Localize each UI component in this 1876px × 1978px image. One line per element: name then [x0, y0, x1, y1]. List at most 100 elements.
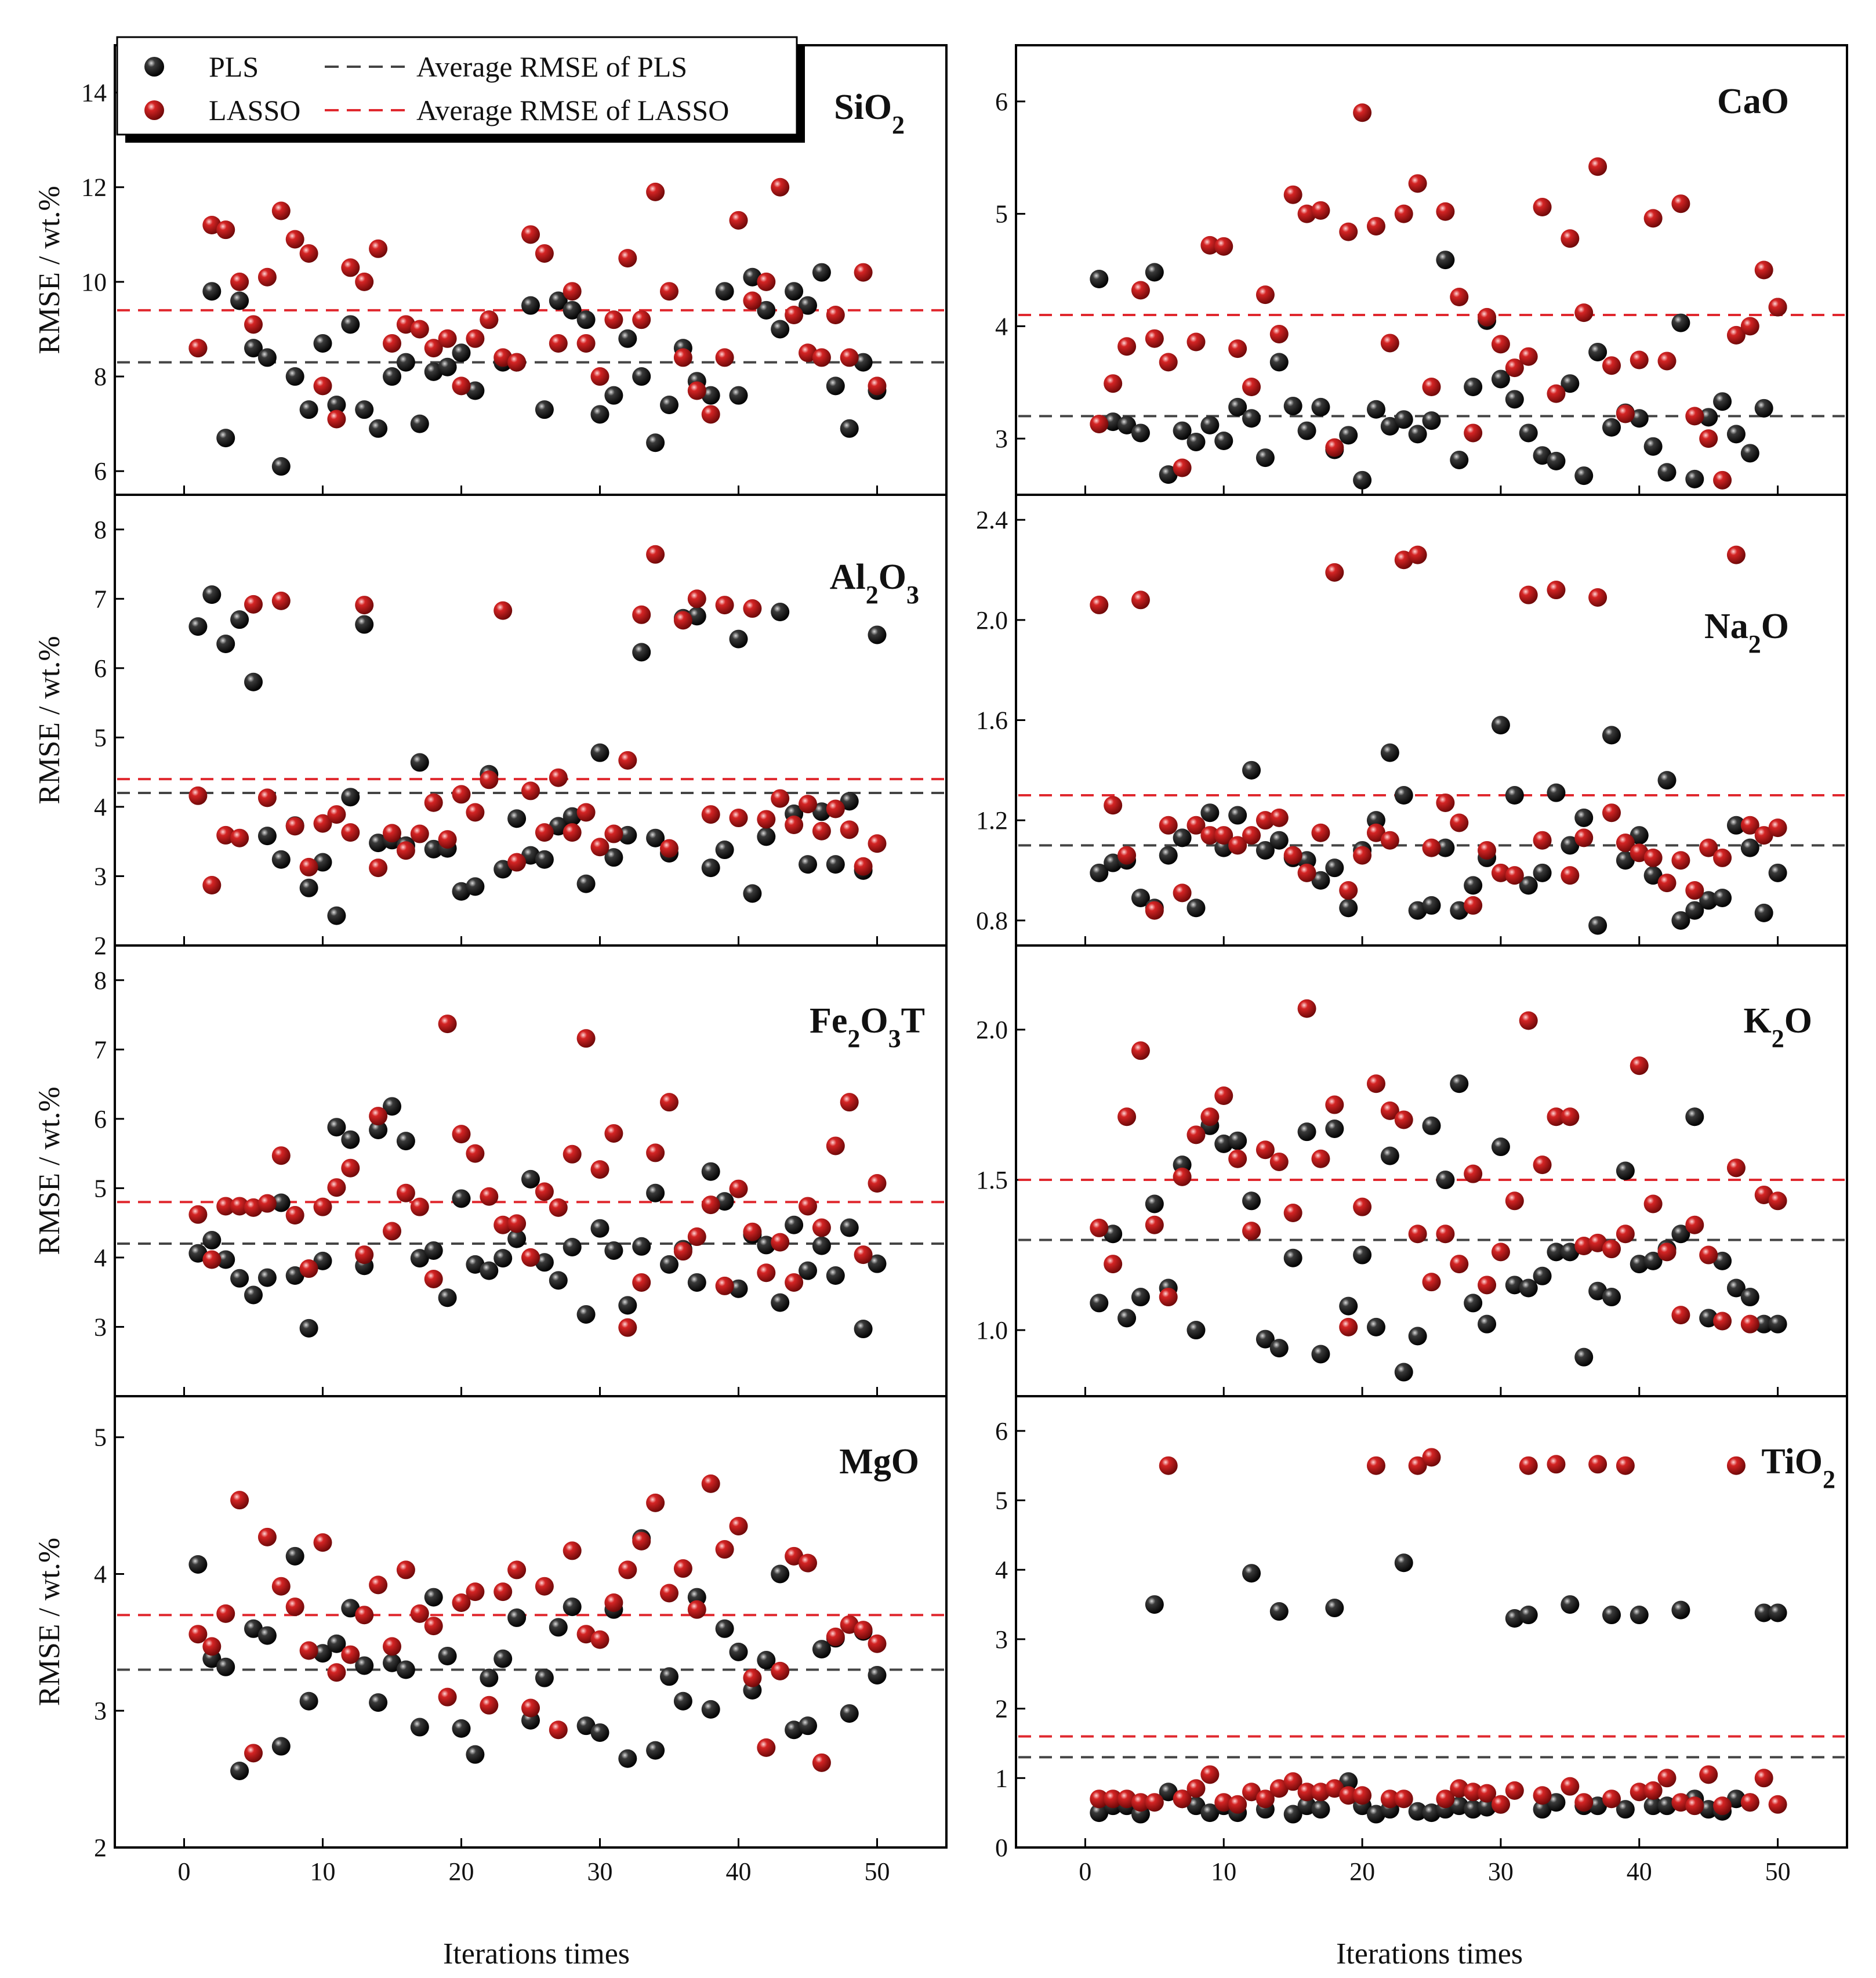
- lasso-point: [466, 1144, 485, 1163]
- lasso-point: [1754, 1769, 1773, 1788]
- lasso-point: [494, 1582, 513, 1602]
- lasso-point: [1380, 1101, 1399, 1120]
- y-tick-label: 8: [94, 363, 107, 391]
- lasso-point: [771, 1233, 790, 1252]
- pls-point: [257, 1268, 277, 1287]
- pls-point: [826, 376, 845, 396]
- pls-point: [1311, 397, 1330, 416]
- pls-point: [1269, 1339, 1289, 1358]
- lasso-point: [1173, 458, 1192, 477]
- pls-point: [771, 1564, 790, 1584]
- pls-point: [1519, 1606, 1538, 1625]
- lasso-point: [1117, 1789, 1137, 1809]
- pls-point: [1671, 313, 1690, 332]
- lasso-point: [1269, 1779, 1289, 1798]
- pls-point: [1574, 1347, 1594, 1367]
- pls-point: [576, 1305, 596, 1324]
- pls-point: [1380, 416, 1399, 436]
- panel-k2o: 1.0 1.5 2.0 K2O: [976, 944, 1848, 1397]
- y-tick-label: 3: [94, 1697, 107, 1725]
- pls-point: [660, 396, 678, 414]
- lasso-point: [1643, 1781, 1663, 1800]
- pls-point: [1533, 1800, 1552, 1819]
- pls-point: [1173, 828, 1192, 847]
- pls-point: [1145, 263, 1164, 282]
- pls-point: [646, 1183, 665, 1202]
- lasso-point: [1630, 1056, 1649, 1075]
- lasso-point: [743, 1668, 762, 1687]
- panel-tio2: 0 1 2 3 4 5 6 0 10 20 30 40 50 TiO2: [995, 1395, 1848, 1886]
- pls-point: [715, 282, 734, 301]
- lasso-point: [1353, 846, 1372, 865]
- lasso-point: [438, 329, 457, 348]
- lasso-point: [757, 810, 776, 829]
- pls-point: [1104, 1225, 1123, 1244]
- pls-point: [1353, 470, 1372, 490]
- lasso-point: [1159, 1456, 1178, 1475]
- lasso-point: [313, 1533, 332, 1552]
- lasso-point: [230, 1491, 249, 1510]
- lasso-point: [757, 272, 776, 291]
- pls-point: [369, 1120, 388, 1139]
- lasso-point: [1173, 883, 1192, 903]
- pls-point: [299, 1318, 318, 1338]
- pls-point: [1394, 1553, 1413, 1573]
- pls-point: [1726, 816, 1746, 835]
- pls-point: [521, 1169, 540, 1189]
- pls-point: [1630, 1255, 1649, 1274]
- pls-point: [812, 802, 831, 821]
- pls-point: [1228, 397, 1247, 416]
- pls-point: [244, 1285, 263, 1305]
- pls-point: [327, 906, 346, 925]
- pls-point: [1699, 1800, 1718, 1819]
- y-tick-label: 6: [94, 1105, 107, 1133]
- pls-point: [1408, 1327, 1427, 1346]
- panel-na2o: 0.8 1.2 1.6 2.0 2.4 Na2O: [976, 494, 1848, 947]
- lasso-point: [1671, 851, 1690, 870]
- pls-point: [563, 1237, 582, 1256]
- pls-point: [1602, 726, 1621, 745]
- pls-point: [1533, 1266, 1552, 1285]
- pls-point: [771, 1293, 790, 1312]
- pls-point: [1339, 1296, 1358, 1316]
- pls-point: [799, 855, 817, 874]
- x-tick-label: 20: [449, 1857, 474, 1886]
- lasso-point: [383, 1222, 401, 1241]
- x-tick-label: 10: [310, 1857, 336, 1886]
- lasso-point: [618, 249, 637, 268]
- lasso-point: [563, 823, 582, 842]
- y-tick-label: 2: [995, 1695, 1008, 1723]
- lasso-point: [396, 1560, 415, 1579]
- pls-point: [1561, 836, 1580, 855]
- lasso-point: [1478, 1276, 1497, 1295]
- lasso-point: [1616, 404, 1635, 423]
- pls-point: [1643, 1251, 1663, 1270]
- pls-point: [244, 672, 263, 691]
- pls-point: [1547, 451, 1566, 470]
- lasso-point: [1436, 793, 1455, 812]
- lasso-point: [1159, 353, 1178, 372]
- x-tick-label: 30: [1488, 1857, 1514, 1886]
- pls-point: [1186, 1796, 1206, 1816]
- lasso-point: [1726, 1456, 1746, 1475]
- pls-point: [1533, 863, 1552, 882]
- pls-point: [1588, 342, 1608, 361]
- pls-point: [1547, 1242, 1566, 1262]
- pls-point: [785, 1215, 804, 1234]
- pls-point: [230, 291, 249, 310]
- pls-point: [202, 282, 222, 301]
- lasso-point: [1353, 103, 1372, 122]
- lasso-point: [1602, 1789, 1621, 1809]
- pls-point: [1145, 1194, 1164, 1213]
- pls-point: [369, 419, 388, 438]
- lasso-point: [452, 1593, 471, 1612]
- pls-point: [1505, 786, 1524, 805]
- lasso-point: [1685, 1796, 1704, 1816]
- lasso-point: [826, 799, 845, 818]
- pls-point: [1090, 1803, 1109, 1823]
- panel-frame: [114, 1395, 948, 1849]
- y-axis-title: RMSE / wt.%: [33, 186, 66, 354]
- lasso-point: [1768, 818, 1787, 838]
- lasso-point: [826, 306, 845, 324]
- pls-point: [590, 405, 609, 424]
